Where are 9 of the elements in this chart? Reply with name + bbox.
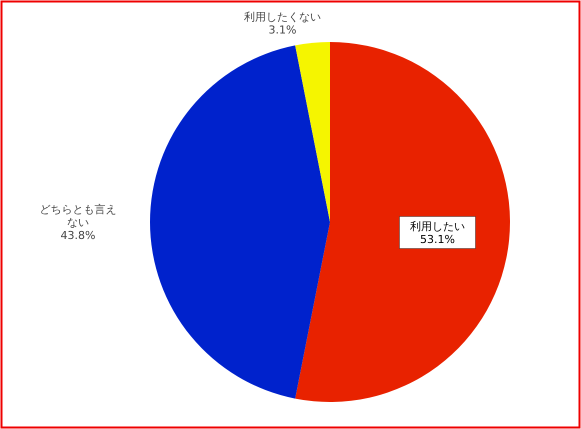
data-label: 53.1% [420,232,455,246]
slice-label: 利用したい [410,220,465,233]
pie-slice [295,42,330,222]
pie-slice [295,42,510,402]
pie-slice [150,45,330,399]
data-label: 43.8% [60,228,96,242]
data-label: 3.1% [268,23,296,36]
slice-label: 利用したくない [244,10,321,24]
slice-label: どちらとも言えない [40,202,116,229]
